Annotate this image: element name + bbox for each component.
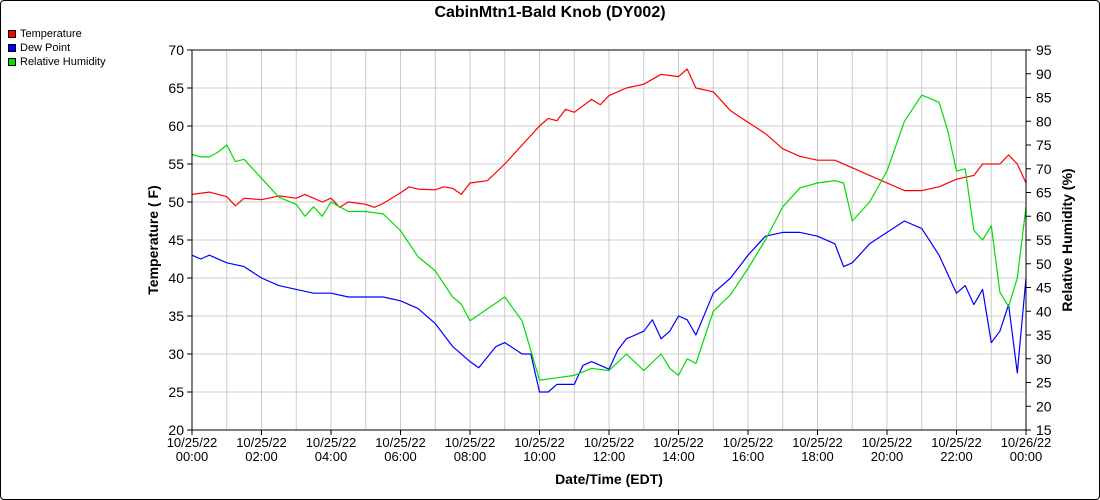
y-tick-label: 55 bbox=[168, 156, 184, 172]
y2-tick-label: 15 bbox=[1036, 422, 1052, 438]
x-tick-label-date: 10/25/22 bbox=[862, 435, 913, 450]
x-tick-label-date: 10/25/22 bbox=[375, 435, 426, 450]
x-tick-label-date: 10/25/22 bbox=[306, 435, 357, 450]
y-tick-label: 40 bbox=[168, 270, 184, 286]
legend-label-dew-point: Dew Point bbox=[20, 42, 71, 54]
plot-border bbox=[191, 49, 1027, 431]
x-tick-label-time: 04:00 bbox=[315, 449, 348, 464]
series-line-temperature bbox=[191, 68, 1027, 208]
y-tick-label: 65 bbox=[168, 80, 184, 96]
grid bbox=[191, 49, 1027, 431]
y2-tick-label: 90 bbox=[1036, 66, 1052, 82]
y2-tick-label: 35 bbox=[1036, 327, 1052, 343]
x-tick-label-date: 10/25/22 bbox=[931, 435, 982, 450]
y-tick-label: 70 bbox=[168, 42, 184, 58]
legend-swatch-relative-humidity bbox=[8, 58, 16, 66]
series-lines bbox=[191, 68, 1027, 393]
x-tick-label-time: 12:00 bbox=[593, 449, 626, 464]
y-tick-label: 60 bbox=[168, 118, 184, 134]
x-tick-label-time: 00:00 bbox=[1010, 449, 1043, 464]
y2-tick-label: 30 bbox=[1036, 351, 1052, 367]
legend-item-dew-point: Dew Point bbox=[8, 41, 106, 55]
x-tick-label-date: 10/25/22 bbox=[236, 435, 287, 450]
x-tick-label-time: 18:00 bbox=[801, 449, 834, 464]
x-tick-label-date: 10/25/22 bbox=[584, 435, 635, 450]
y-tick-label: 45 bbox=[168, 232, 184, 248]
x-tick-label-time: 14:00 bbox=[662, 449, 695, 464]
legend-label-relative-humidity: Relative Humidity bbox=[20, 56, 106, 68]
x-tick-label-date: 10/25/22 bbox=[792, 435, 843, 450]
legend-item-relative-humidity: Relative Humidity bbox=[8, 55, 106, 69]
x-tick-label-time: 10:00 bbox=[523, 449, 556, 464]
y2-tick-label: 55 bbox=[1036, 232, 1052, 248]
series-line-dew-point bbox=[191, 220, 1027, 393]
x-tick-label-date: 10/25/22 bbox=[445, 435, 496, 450]
y2-tick-label: 50 bbox=[1036, 256, 1052, 272]
y2-tick-label: 70 bbox=[1036, 161, 1052, 177]
x-tick-label-time: 08:00 bbox=[454, 449, 487, 464]
y2-tick-label: 95 bbox=[1036, 42, 1052, 58]
y-tick-label: 50 bbox=[168, 194, 184, 210]
x-tick-label-date: 10/25/22 bbox=[167, 435, 218, 450]
legend-item-temperature: Temperature bbox=[8, 27, 106, 41]
series-line-relative-humidity bbox=[191, 94, 1027, 381]
legend-label-temperature: Temperature bbox=[20, 28, 82, 40]
x-tick-label-time: 00:00 bbox=[176, 449, 209, 464]
x-tick-label-time: 16:00 bbox=[732, 449, 765, 464]
y-tick-label: 35 bbox=[168, 308, 184, 324]
chart-title: CabinMtn1-Bald Knob (DY002) bbox=[434, 4, 666, 21]
x-tick-label-time: 22:00 bbox=[940, 449, 973, 464]
x-tick-label-date: 10/25/22 bbox=[653, 435, 704, 450]
x-tick-label-date: 10/26/22 bbox=[1001, 435, 1052, 450]
legend: Temperature Dew Point Relative Humidity bbox=[8, 27, 106, 69]
y2-tick-label: 60 bbox=[1036, 208, 1052, 224]
y2-tick-label: 25 bbox=[1036, 375, 1052, 391]
y2-tick-label: 20 bbox=[1036, 398, 1052, 414]
legend-swatch-temperature bbox=[8, 30, 16, 38]
tick-labels: 20 25 30 35 40 45 50 55 60 65 70 15 20 25 30 35 40 45 50 55… bbox=[167, 42, 1052, 464]
y-tick-label: 20 bbox=[168, 422, 184, 438]
y2-tick-label: 75 bbox=[1036, 137, 1052, 153]
y2-tick-label: 40 bbox=[1036, 303, 1052, 319]
axes bbox=[187, 49, 1031, 435]
x-tick-label-time: 02:00 bbox=[245, 449, 278, 464]
y2-tick-label: 85 bbox=[1036, 90, 1052, 106]
x-tick-label-time: 20:00 bbox=[871, 449, 904, 464]
y-tick-label: 25 bbox=[168, 384, 184, 400]
y2-tick-label: 65 bbox=[1036, 185, 1052, 201]
x-tick-label-date: 10/25/22 bbox=[514, 435, 565, 450]
y-axis-title-right: Relative Humidity (%) bbox=[1059, 168, 1075, 311]
x-axis-title: Date/Time (EDT) bbox=[555, 471, 663, 487]
y-axis-title-left: Temperature ( F) bbox=[145, 185, 161, 294]
y2-tick-label: 80 bbox=[1036, 113, 1052, 129]
x-tick-label-time: 06:00 bbox=[384, 449, 417, 464]
x-tick-label-date: 10/25/22 bbox=[723, 435, 774, 450]
legend-swatch-dew-point bbox=[8, 44, 16, 52]
y-tick-label: 30 bbox=[168, 346, 184, 362]
y2-tick-label: 45 bbox=[1036, 280, 1052, 296]
